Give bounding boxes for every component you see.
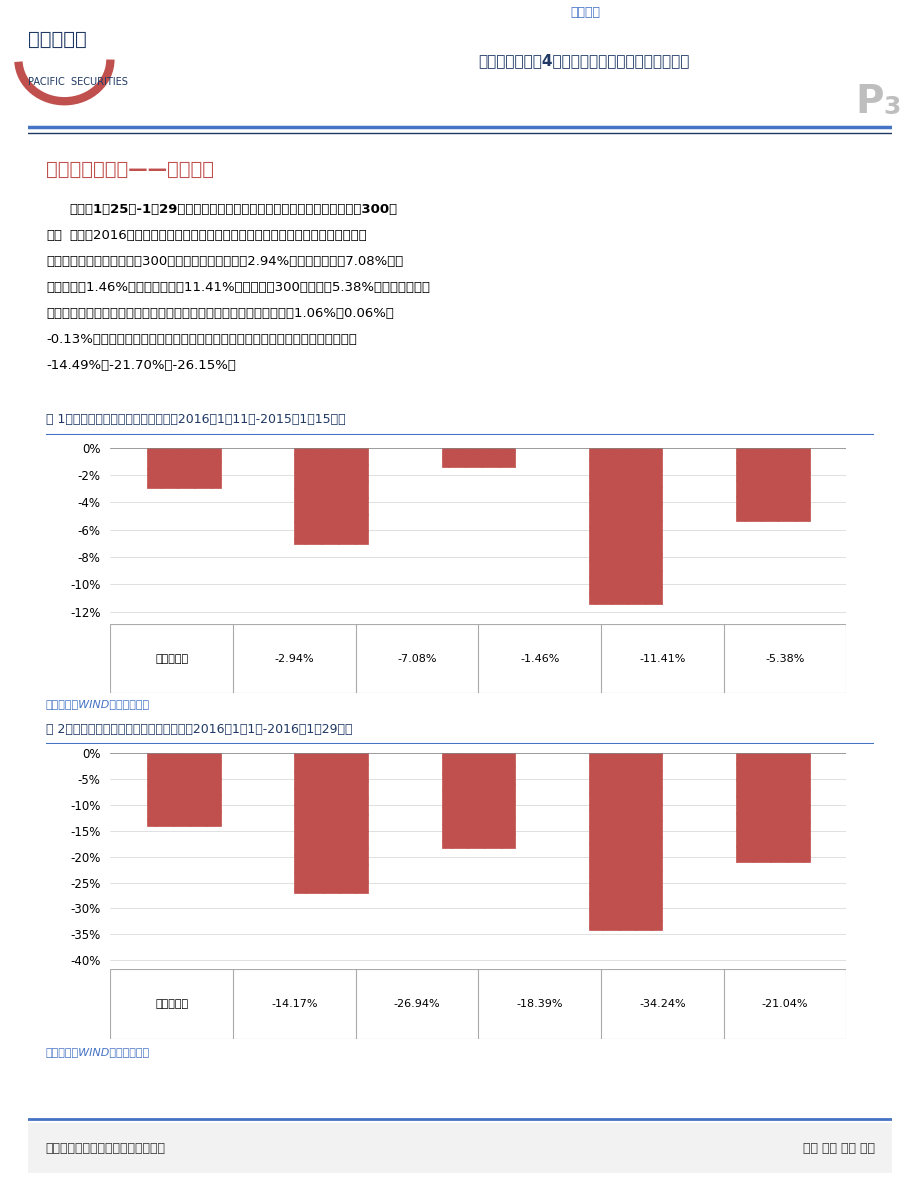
Text: 资料来源：WIND，太平洋证券: 资料来源：WIND，太平洋证券 <box>46 1047 150 1056</box>
Text: -34.24%: -34.24% <box>639 999 685 1009</box>
Text: -18.39%: -18.39% <box>516 999 562 1009</box>
FancyBboxPatch shape <box>110 969 845 1039</box>
Text: 数。: 数。 <box>46 229 62 242</box>
Text: -1.46%: -1.46% <box>519 654 559 663</box>
Bar <box>147 753 221 827</box>
Text: -5.38%: -5.38% <box>765 654 804 663</box>
Text: 资料来源：WIND，太平洋证券: 资料来源：WIND，太平洋证券 <box>46 699 150 709</box>
Bar <box>735 448 809 522</box>
Text: 区间涨跌幅: 区间涨跌幅 <box>155 999 188 1009</box>
Text: P: P <box>855 83 883 121</box>
Text: 周涨幅排名前三的是民生银行、东方证券和中国平安，涨跌幅分别为：1.06%、0.06%、: 周涨幅排名前三的是民生银行、东方证券和中国平安，涨跌幅分别为：1.06%、0.0… <box>46 307 393 320</box>
Text: 守正 出奇 宁静 致远: 守正 出奇 宁静 致远 <box>802 1142 874 1154</box>
FancyBboxPatch shape <box>28 1123 891 1173</box>
Bar <box>294 448 368 544</box>
Text: -26.94%: -26.94% <box>393 999 440 1009</box>
Text: 一、金融子行业——行情回顾: 一、金融子行业——行情回顾 <box>46 161 214 179</box>
Text: 区间涨跌幅: 区间涨跌幅 <box>155 654 188 663</box>
Text: -7.08%: -7.08% <box>397 654 437 663</box>
Text: 行业周报: 行业周报 <box>570 6 600 19</box>
Text: 请务必阅读正文之后的免责条款部分: 请务必阅读正文之后的免责条款部分 <box>45 1142 165 1154</box>
Bar <box>588 448 662 604</box>
Text: 3: 3 <box>882 95 900 119</box>
Text: -0.13%；涨幅排名最后的三名是长江证券、经纬纺机和华铁科技，涨跌幅分别为：: -0.13%；涨幅排名最后的三名是长江证券、经纬纺机和华铁科技，涨跌幅分别为： <box>46 333 357 347</box>
Text: -14.49%、-21.70%、-26.15%。: -14.49%、-21.70%、-26.15%。 <box>46 360 235 373</box>
Text: -14.17%: -14.17% <box>271 999 317 1009</box>
Text: 本周（1月25日-1月29日）金融各子行业继续下跌，保险、银行业跑赢沪深300指: 本周（1月25日-1月29日）金融各子行业继续下跌，保险、银行业跑赢沪深300指 <box>69 202 397 216</box>
Bar <box>441 448 515 468</box>
Bar <box>441 753 515 848</box>
Text: -21.04%: -21.04% <box>761 999 808 1009</box>
Text: 银行、保险子行业跑赢沪深300指数。本周银行业下跌2.94%，证券行业下跌7.08%，保: 银行、保险子行业跑赢沪深300指数。本周银行业下跌2.94%，证券行业下跌7.0… <box>46 255 403 268</box>
Bar <box>588 753 662 930</box>
Text: -2.94%: -2.94% <box>274 654 314 663</box>
Bar <box>147 448 221 487</box>
Text: 险行业下跌1.46%，多元金融下跌11.41%，同期沪深300指数下跌5.38%。个股方面，本: 险行业下跌1.46%，多元金融下跌11.41%，同期沪深300指数下跌5.38%… <box>46 281 429 294</box>
Text: 太平洋证券: 太平洋证券 <box>28 30 86 49</box>
Bar <box>294 753 368 892</box>
Text: PACIFIC  SECURITIES: PACIFIC SECURITIES <box>28 77 128 87</box>
FancyBboxPatch shape <box>110 624 845 693</box>
Text: 图 2、今年以来金融行业各子行业收益率（2016年1月1日-2016年1月29日）: 图 2、今年以来金融行业各子行业收益率（2016年1月1日-2016年1月29日… <box>46 723 352 736</box>
Text: 金融周策略（第4周）：银行、保险股相对收益明显: 金融周策略（第4周）：银行、保险股相对收益明显 <box>478 54 689 69</box>
Text: -11.41%: -11.41% <box>639 654 685 663</box>
Text: 本周是2016年第四周，本周两市指数继续延续上周的走势整体下行，金融板块中: 本周是2016年第四周，本周两市指数继续延续上周的走势整体下行，金融板块中 <box>69 229 367 242</box>
Text: 图 1、本周金融行业各子行业收益率（2016年1月11日-2015年1月15日）: 图 1、本周金融行业各子行业收益率（2016年1月11日-2015年1月15日） <box>46 413 346 426</box>
Bar <box>735 753 809 862</box>
